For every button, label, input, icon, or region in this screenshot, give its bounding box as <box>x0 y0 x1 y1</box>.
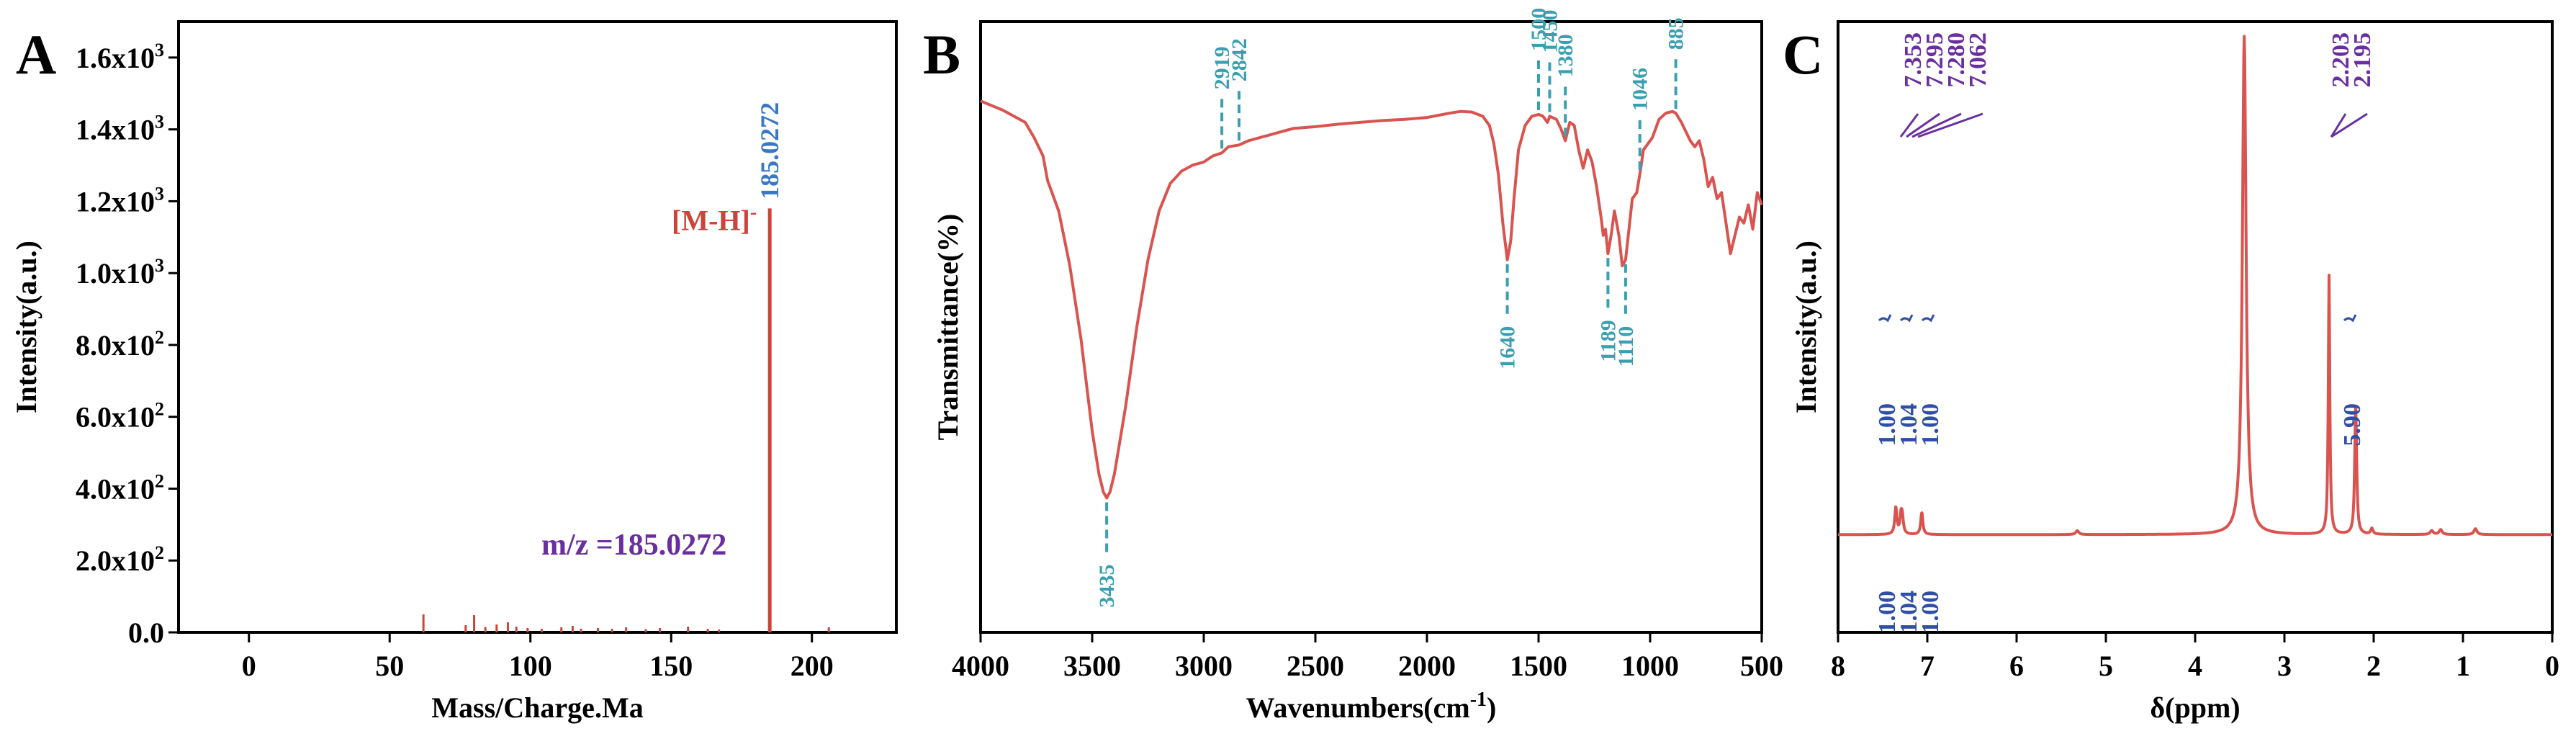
panel-b-xtick-label-1: 3500 <box>1063 650 1121 682</box>
panel-b-peak-label-4: 1500 <box>1527 8 1551 51</box>
panel-c-integral-lower-2: 1.00 <box>1917 591 1944 634</box>
panel-b-peak-label-7: 1189 <box>1596 320 1620 362</box>
panel-a-ylabel: Intensity(a.u.) <box>10 241 42 413</box>
panel-a-main-peak-label: 185.0272 <box>755 102 784 200</box>
panel-a-ytick-label-1: 2.0x102 <box>76 542 164 577</box>
panel-a-ytick-label-6: 1.2x103 <box>76 183 164 218</box>
panel-c-ylabel: Intensity(a.u.) <box>1790 241 1822 413</box>
panel-c-xtick-label-7: 1 <box>2456 650 2470 682</box>
panel-c-shift-tick-0 <box>1899 113 1919 138</box>
panel-b-xtick-label-0: 4000 <box>952 650 1009 682</box>
panel-b-peak-label-2: 2842 <box>1228 38 1251 81</box>
panel-a-ytick-label-3: 6.0x102 <box>76 399 164 434</box>
panel-b-peak-label-3: 1640 <box>1496 326 1520 369</box>
panel-a-xlabel: Mass/Charge.Ma <box>431 691 643 724</box>
panel-b-peak-label-8: 1110 <box>1614 326 1638 367</box>
panel-c-shift-tick-1 <box>1906 112 1940 138</box>
panel-b-xtick-label-6: 1000 <box>1621 650 1679 682</box>
panel-c-integral-upper-2: 1.00 <box>1917 403 1944 447</box>
panel-c-integral-curve-1 <box>1899 314 1914 323</box>
panel-b-letter: B <box>923 23 960 86</box>
panel-a-xtick-label-3: 150 <box>649 650 693 682</box>
panel-a-frame <box>177 20 898 634</box>
panel-c-xtick-label-8: 0 <box>2545 650 2559 682</box>
panel-c-xtick-label-4: 4 <box>2188 650 2202 682</box>
panel-a-mz-label: m/z =185.0272 <box>541 529 726 562</box>
panel-c-shift-label-0: 7.353 <box>1900 32 1927 88</box>
panel-b-xtick-label-4: 2000 <box>1398 650 1456 682</box>
panel-c-frame <box>1837 20 2554 634</box>
panel-a-adduct-label: [M-H]- <box>672 201 757 236</box>
panel-a-xtick-label-2: 100 <box>509 650 552 682</box>
panel-b-peak-label-10: 885 <box>1665 17 1688 50</box>
panel-c-integral-curve-3 <box>2343 314 2357 323</box>
panel-c-shift-label-2: 7.280 <box>1943 32 1970 88</box>
panel-b-xtick-label-3: 2500 <box>1287 650 1344 682</box>
panel-c-xtick-label-6: 2 <box>2366 650 2381 682</box>
panel-c-integral-upper-0: 1.00 <box>1874 403 1901 447</box>
panel-a-ytick-label-8: 1.6x103 <box>76 40 164 74</box>
panel-c-xtick-label-0: 8 <box>1831 650 1845 682</box>
panel-c-shift-tick-right-0 <box>2330 113 2347 138</box>
panel-c-shift-label-1: 7.295 <box>1922 32 1948 88</box>
panel-c-integral-lower-0: 1.00 <box>1874 591 1901 634</box>
panel-c-letter: C <box>1783 23 1823 86</box>
panel-b-frame <box>979 20 1763 634</box>
panel-b-peak-label-1: 2919 <box>1210 46 1234 89</box>
panel-a-xtick-label-0: 0 <box>242 650 256 682</box>
panel-c-integral-curve-0 <box>1878 314 1892 323</box>
panel-b-xtick-label-5: 1500 <box>1510 650 1567 682</box>
panel-b-peak-label-9: 1046 <box>1629 68 1652 111</box>
panel-b-xlabel: Wavenumbers(cm-1) <box>1246 689 1497 724</box>
panel-b-peak-label-6: 1380 <box>1554 34 1577 77</box>
panel-c-integral-upper-1: 1.04 <box>1896 403 1922 447</box>
panel-a-ytick-label-0: 0.0 <box>128 617 164 649</box>
panel-c-xtick-label-1: 7 <box>1920 650 1935 682</box>
panel-a-ytick-label-5: 1.0x103 <box>76 255 164 290</box>
panel-a-ytick-label-2: 4.0x102 <box>76 470 164 505</box>
panel-c-shift-tick-3 <box>1917 112 1983 138</box>
panel-b-spectrum <box>980 99 1763 500</box>
panel-a-xtick-label-4: 200 <box>791 650 834 682</box>
panel-b-ylabel: Transmittance(%) <box>932 214 964 441</box>
panel-c-shift-tick-2 <box>1911 112 1962 138</box>
panel-c-spectrum <box>1837 35 2554 537</box>
panel-b-peak-label-0: 3435 <box>1095 564 1119 607</box>
panel-c-shift-label-3: 7.062 <box>1965 32 1991 88</box>
panel-b-peak-label-5: 1450 <box>1539 9 1562 53</box>
panel-a-ytick-label-4: 8.0x102 <box>76 327 164 362</box>
panel-c-shift-label-right-1: 2.195 <box>2349 32 2376 88</box>
panel-c-shift-tick-right-1 <box>2330 112 2368 138</box>
panel-a-ytick-label-7: 1.4x103 <box>76 112 164 146</box>
panel-c-integral-lower-1: 1.04 <box>1896 591 1922 634</box>
panel-c-xtick-label-2: 6 <box>2009 650 2024 682</box>
panel-a-letter: A <box>16 23 56 86</box>
panel-a-xtick-label-1: 50 <box>375 650 404 682</box>
panel-b-xtick-label-2: 3000 <box>1175 650 1233 682</box>
panel-c-xtick-label-3: 5 <box>2099 650 2113 682</box>
panel-c-integral-curve-2 <box>1921 314 1935 323</box>
panel-c-integral-upper-3: 5.90 <box>2339 403 2366 447</box>
panel-b-xtick-label-7: 500 <box>1740 650 1783 682</box>
panel-c-xtick-label-5: 3 <box>2277 650 2292 682</box>
panel-c-shift-label-right-0: 2.203 <box>2328 32 2354 88</box>
panel-c-xlabel: δ(ppm) <box>2150 691 2240 724</box>
